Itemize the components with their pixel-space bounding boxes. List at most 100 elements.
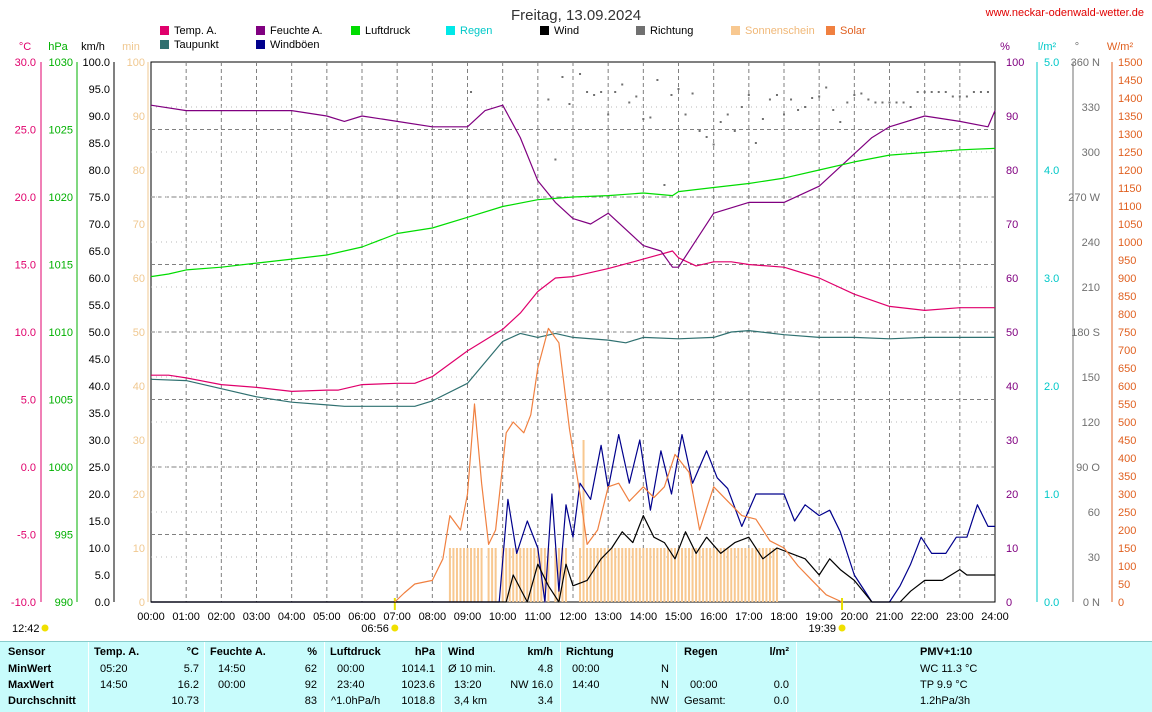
legend-swatch bbox=[256, 26, 265, 35]
direction-point bbox=[874, 101, 877, 104]
sunshine-bar bbox=[586, 548, 589, 602]
axis-unit-temp: °C bbox=[19, 41, 31, 53]
dir-tick-label: 120 bbox=[1082, 417, 1100, 429]
sunshine-bar bbox=[673, 548, 676, 602]
legend-swatch bbox=[826, 26, 835, 35]
temp-column: Temp. A. °C 05:20 5.7 14:50 16.2 10.73 bbox=[94, 642, 204, 712]
sunshine-bar bbox=[730, 548, 733, 602]
direction-point bbox=[635, 95, 638, 98]
rain-total-label: Gesamt: bbox=[684, 695, 726, 707]
solar-tick-label: 550 bbox=[1118, 399, 1136, 411]
direction-point bbox=[670, 94, 673, 96]
sunshine-bar bbox=[448, 548, 451, 602]
solar-tick-label: 450 bbox=[1118, 435, 1136, 447]
sunshine-bar bbox=[600, 548, 603, 602]
sun-tick-label: 80 bbox=[133, 165, 145, 177]
divider bbox=[324, 642, 325, 712]
x-tick-label: 09:00 bbox=[454, 611, 482, 623]
rain-total-value: 0.0 bbox=[773, 695, 789, 707]
direction-point bbox=[593, 94, 596, 96]
direction-point bbox=[972, 91, 975, 93]
wind-tick-label: 10.0 bbox=[89, 543, 110, 555]
direction-point bbox=[867, 98, 870, 101]
hum-unit: % bbox=[307, 646, 317, 658]
sunshine-bar bbox=[751, 548, 754, 602]
hum-tick-label: 40 bbox=[1006, 381, 1018, 393]
sunshine-bar bbox=[522, 548, 525, 602]
sunshine-bar bbox=[681, 548, 684, 602]
dir-tick-label: 90 O bbox=[1076, 462, 1100, 474]
x-tick-label: 21:00 bbox=[876, 611, 904, 623]
sunshine-bar bbox=[452, 548, 455, 602]
wind-distance: 3,4 km bbox=[454, 695, 488, 707]
rain-max-value: 0.0 bbox=[773, 679, 789, 691]
series-line-windb-en bbox=[151, 434, 995, 603]
divider bbox=[204, 642, 205, 712]
wind-tick-label: 65.0 bbox=[89, 246, 110, 258]
hum-max-time: 00:00 bbox=[218, 679, 246, 691]
legend-swatch bbox=[731, 26, 740, 35]
direction-point bbox=[965, 95, 968, 98]
x-tick-label: 15:00 bbox=[665, 611, 693, 623]
direction-point bbox=[775, 94, 778, 96]
x-tick-label: 10:00 bbox=[489, 611, 517, 623]
direction-point bbox=[761, 118, 764, 120]
wind-column: Wind km/h Ø 10 min. 4.8 13:20 NW 16.0 3,… bbox=[448, 642, 558, 712]
sun-tick-label: 70 bbox=[133, 219, 145, 231]
hum-avg-value: 83 bbox=[304, 695, 317, 707]
sunshine-bar bbox=[480, 548, 483, 602]
x-tick-label: 22:00 bbox=[911, 611, 939, 623]
press-max-time: 23:40 bbox=[337, 679, 365, 691]
sun-tick-label: 10 bbox=[133, 543, 145, 555]
press-tick-label: 1015 bbox=[49, 260, 73, 272]
wind-tick-label: 40.0 bbox=[89, 381, 110, 393]
legend-swatch bbox=[160, 26, 169, 35]
legend-swatch bbox=[540, 26, 549, 35]
series-line-temp-a bbox=[151, 250, 995, 392]
x-tick-label: 18:00 bbox=[770, 611, 798, 623]
temp-tick-label: 10.0 bbox=[15, 327, 36, 339]
axis-unit-dir: ° bbox=[1075, 41, 1079, 53]
series-line-feuchte-a bbox=[150, 104, 996, 268]
dir-tick-label: 30 bbox=[1088, 552, 1100, 564]
sunshine-bars bbox=[448, 440, 778, 602]
direction-point bbox=[839, 121, 842, 123]
press-trend: ^1.0hPa/h bbox=[331, 695, 381, 707]
direction-point bbox=[979, 91, 982, 93]
direction-point bbox=[607, 113, 610, 116]
temp-tick-label: 20.0 bbox=[15, 192, 36, 204]
wind-tick-label: 70.0 bbox=[89, 219, 110, 231]
direction-point bbox=[470, 91, 473, 93]
summary-table: Sensor MinWert MaxWert Durchschnitt Temp… bbox=[0, 641, 1152, 712]
axis-unit-hum: % bbox=[1000, 41, 1010, 53]
dir-header: Richtung bbox=[566, 646, 614, 658]
sunshine-bar bbox=[712, 548, 715, 602]
temp-min-time: 05:20 bbox=[100, 663, 128, 675]
solar-tick-label: 400 bbox=[1118, 453, 1136, 465]
wind-tick-label: 20.0 bbox=[89, 489, 110, 501]
hum-tick-label: 100 bbox=[1006, 57, 1024, 69]
x-tick-label: 16:00 bbox=[700, 611, 728, 623]
sunshine-bar bbox=[702, 548, 705, 602]
wind-max-time: 13:20 bbox=[454, 679, 482, 691]
hum-tick-label: 90 bbox=[1006, 111, 1018, 123]
direction-point bbox=[797, 109, 800, 111]
dir-tick-label: 360 N bbox=[1071, 57, 1100, 69]
sunshine-bar bbox=[635, 548, 638, 602]
direction-point bbox=[554, 158, 557, 161]
direction-point bbox=[691, 92, 694, 95]
solar-tick-label: 50 bbox=[1118, 579, 1130, 591]
dir-min-time: 00:00 bbox=[572, 663, 600, 675]
sun-icon bbox=[41, 624, 49, 632]
x-tick-label: 23:00 bbox=[946, 611, 974, 623]
sunshine-bar bbox=[698, 548, 701, 602]
rain-tick-label: 3.0 bbox=[1044, 273, 1059, 285]
direction-point bbox=[621, 83, 624, 86]
axis-unit-sun: min bbox=[122, 41, 140, 53]
direction-point bbox=[684, 113, 687, 116]
hum-tick-label: 80 bbox=[1006, 165, 1018, 177]
x-tick-label: 06:00 bbox=[348, 611, 376, 623]
sunshine-bar bbox=[529, 548, 532, 602]
hum-tick-label: 10 bbox=[1006, 543, 1018, 555]
hum-tick-label: 70 bbox=[1006, 219, 1018, 231]
